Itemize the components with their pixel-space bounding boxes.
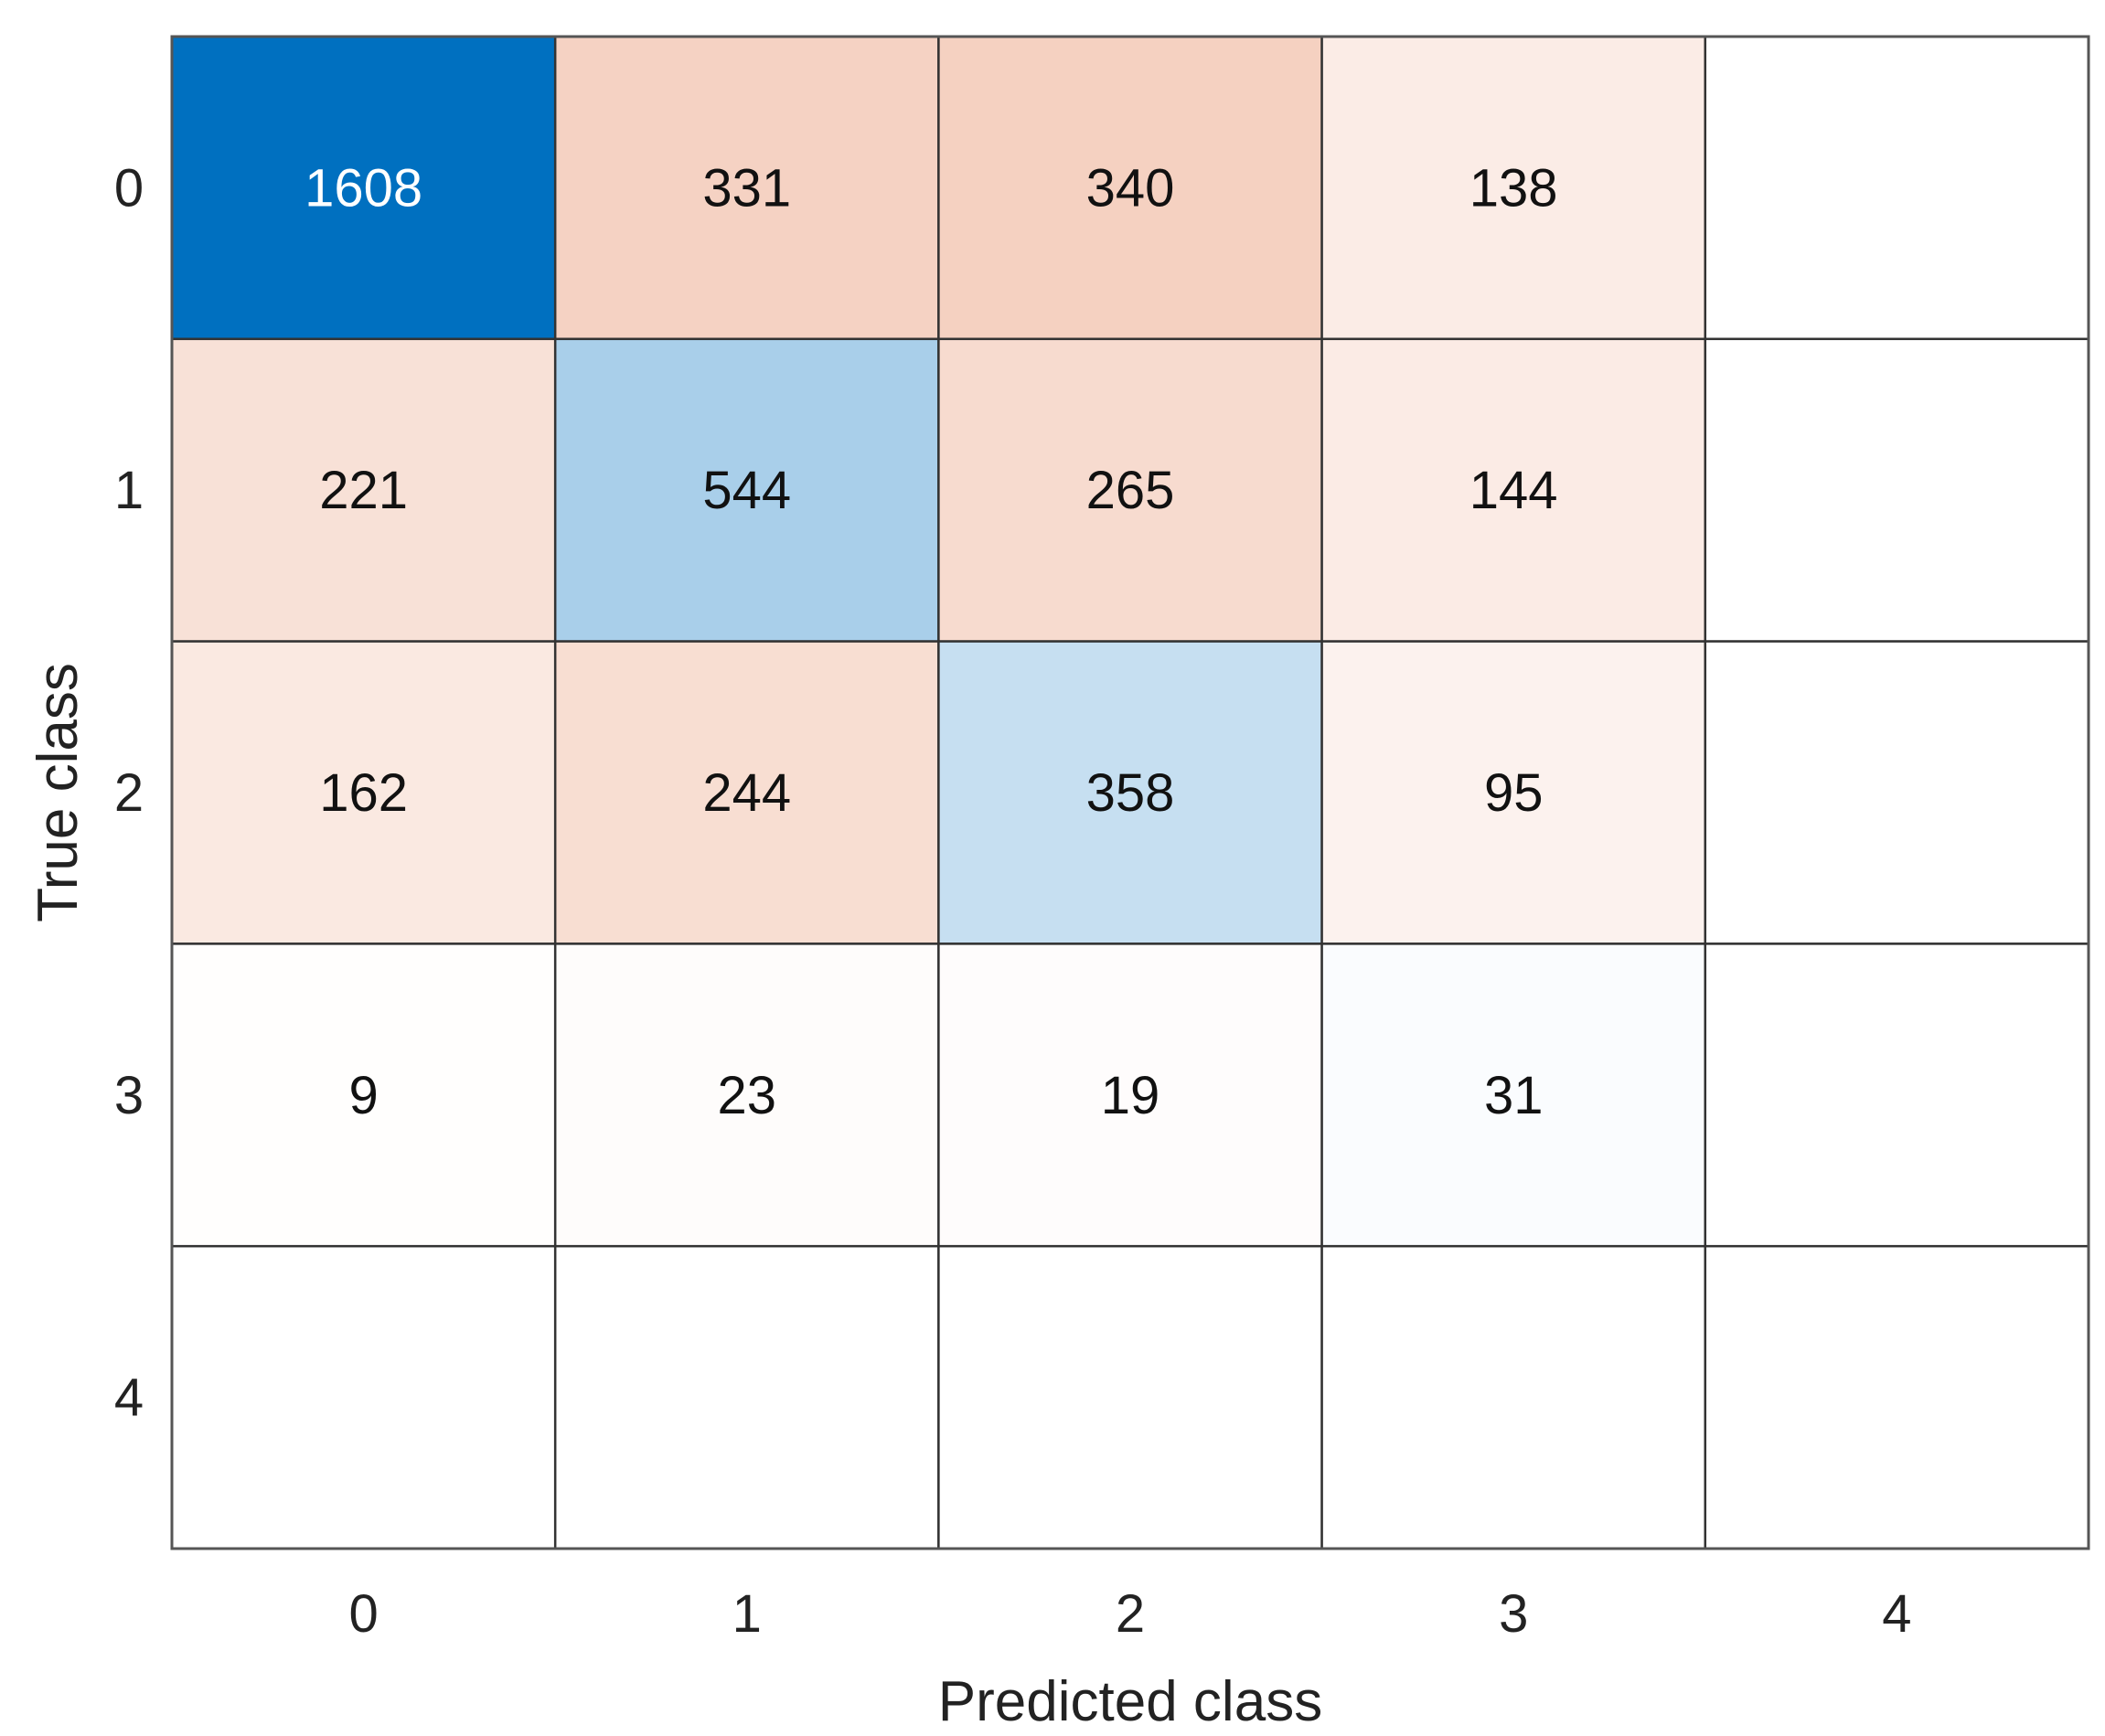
cell-value-label: 221 (319, 461, 408, 520)
cell-value-label: 95 (1484, 763, 1544, 823)
y-tick-label: 1 (114, 461, 144, 520)
x-tick-label: 3 (1499, 1584, 1528, 1644)
plot-border (170, 35, 2090, 1550)
y-tick-label: 3 (114, 1066, 144, 1125)
matrix-cell (553, 35, 940, 341)
x-tick-label: 0 (348, 1584, 378, 1644)
matrix-cell (170, 1244, 557, 1550)
y-tick-label: 2 (114, 763, 144, 823)
matrix-cell (170, 943, 557, 1248)
matrix-cell (1704, 337, 2090, 643)
y-tick-label: 4 (114, 1369, 144, 1428)
x-axis-label: Predicted class (938, 1670, 1322, 1733)
cell-value-label: 23 (718, 1066, 777, 1125)
x-tick-label: 2 (1116, 1584, 1145, 1644)
matrix-cell (553, 337, 940, 643)
cell-value-label: 19 (1101, 1066, 1160, 1125)
cell-value-label: 138 (1469, 158, 1558, 218)
cell-value-label: 144 (1469, 461, 1558, 520)
cell-value-label: 244 (702, 763, 791, 823)
matrix-cell (1320, 1244, 1707, 1550)
x-tick-label: 1 (732, 1584, 762, 1644)
matrix-cell (553, 640, 940, 945)
matrix-cell (553, 1244, 940, 1550)
matrix-cell (1320, 337, 1707, 643)
matrix-cell (1704, 640, 2090, 945)
matrix-cell (937, 337, 1323, 643)
y-axis-label: True class (27, 663, 90, 922)
matrix-cell (937, 943, 1323, 1248)
matrix-cell (1704, 1244, 2090, 1550)
matrix-cell (1704, 35, 2090, 341)
cell-value-label: 331 (702, 158, 791, 218)
cell-value-label: 162 (319, 763, 408, 823)
matrix-cell (170, 35, 557, 341)
matrix-cell (553, 943, 940, 1248)
cell-value-label: 358 (1086, 763, 1175, 823)
matrix-cell (1320, 640, 1707, 945)
matrix-cell (170, 337, 557, 643)
x-tick-label: 4 (1882, 1584, 1911, 1644)
cell-value-label: 9 (348, 1066, 378, 1125)
matrix-cell (937, 1244, 1323, 1550)
cell-value-label: 1608 (305, 158, 422, 218)
matrix-cell (1320, 943, 1707, 1248)
cells-layer: 1608 331 340 138 221 544 265 144 162 244 358 95 9 23 1… (170, 35, 2090, 1550)
matrix-cell (1320, 35, 1707, 341)
cell-value-label: 265 (1086, 461, 1175, 520)
matrix-cell (1704, 943, 2090, 1248)
cell-value-label: 544 (702, 461, 791, 520)
y-tick-label: 0 (114, 158, 144, 218)
cell-value-label: 340 (1086, 158, 1175, 218)
cell-value-label: 31 (1484, 1066, 1544, 1125)
